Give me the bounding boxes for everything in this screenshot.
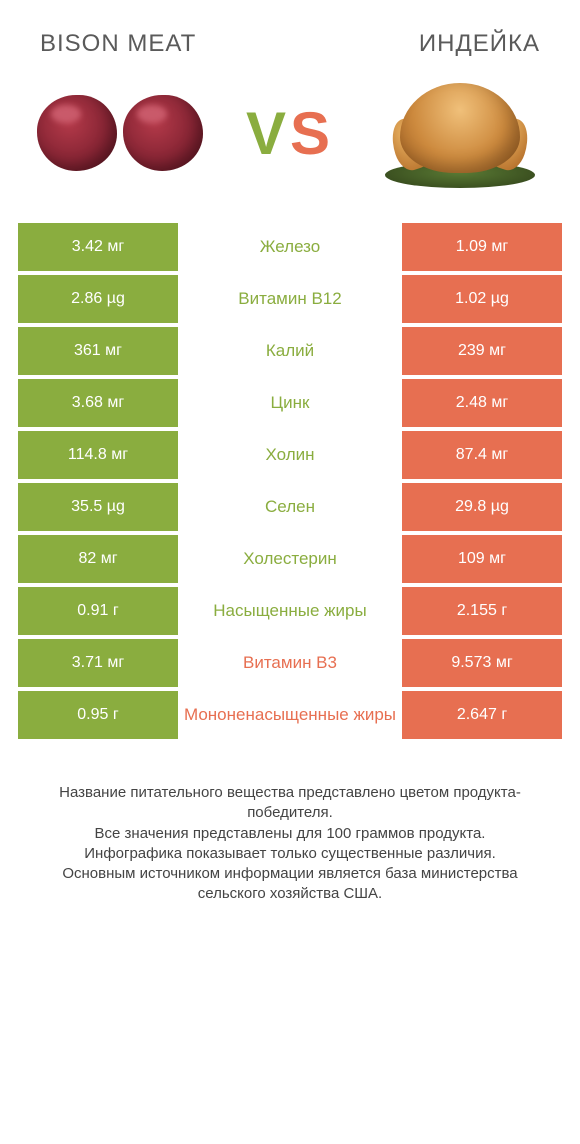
right-value: 1.09 мг	[402, 223, 562, 271]
footer-line-3: Инфографика показывает только существенн…	[30, 844, 550, 864]
nutrient-label: Холестерин	[178, 535, 402, 583]
footer-line-1: Название питательного вещества представл…	[30, 783, 550, 824]
right-value: 9.573 мг	[402, 639, 562, 687]
right-value: 109 мг	[402, 535, 562, 583]
vs-row: VS	[0, 68, 580, 223]
right-food-image	[370, 73, 550, 193]
right-value: 239 мг	[402, 327, 562, 375]
bison-steak-icon	[123, 95, 203, 171]
left-value: 35.5 µg	[18, 483, 178, 531]
nutrient-label: Витамин B12	[178, 275, 402, 323]
vs-v-letter: V	[246, 100, 290, 167]
footer-line-4: Основным источником информации является …	[30, 864, 550, 905]
right-value: 2.155 г	[402, 587, 562, 635]
table-row: 2.86 µgВитамин B121.02 µg	[18, 275, 562, 323]
table-row: 3.42 мгЖелезо1.09 мг	[18, 223, 562, 271]
right-value: 1.02 µg	[402, 275, 562, 323]
table-row: 82 мгХолестерин109 мг	[18, 535, 562, 583]
left-value: 3.42 мг	[18, 223, 178, 271]
right-value: 29.8 µg	[402, 483, 562, 531]
nutrient-label: Цинк	[178, 379, 402, 427]
table-row: 35.5 µgСелен29.8 µg	[18, 483, 562, 531]
nutrient-label: Витамин B3	[178, 639, 402, 687]
nutrient-label: Насыщенные жиры	[178, 587, 402, 635]
left-value: 0.91 г	[18, 587, 178, 635]
left-food-image	[30, 73, 210, 193]
nutrient-label: Холин	[178, 431, 402, 479]
right-value: 2.48 мг	[402, 379, 562, 427]
left-value: 3.71 мг	[18, 639, 178, 687]
nutrient-label: Калий	[178, 327, 402, 375]
header: BISON MEAT ИНДЕЙКА	[0, 0, 580, 68]
left-value: 3.68 мг	[18, 379, 178, 427]
table-row: 361 мгКалий239 мг	[18, 327, 562, 375]
left-food-title: BISON MEAT	[40, 30, 196, 58]
table-row: 3.68 мгЦинк2.48 мг	[18, 379, 562, 427]
nutrient-label: Железо	[178, 223, 402, 271]
right-food-title: ИНДЕЙКА	[419, 30, 540, 58]
vs-label: VS	[246, 99, 334, 168]
nutrient-label: Мононенасыщенные жиры	[178, 691, 402, 739]
right-value: 87.4 мг	[402, 431, 562, 479]
left-value: 114.8 мг	[18, 431, 178, 479]
right-value: 2.647 г	[402, 691, 562, 739]
left-value: 361 мг	[18, 327, 178, 375]
bison-steak-icon	[37, 95, 117, 171]
table-row: 114.8 мгХолин87.4 мг	[18, 431, 562, 479]
vs-s-letter: S	[290, 100, 334, 167]
left-value: 2.86 µg	[18, 275, 178, 323]
table-row: 3.71 мгВитамин B39.573 мг	[18, 639, 562, 687]
left-value: 0.95 г	[18, 691, 178, 739]
comparison-table: 3.42 мгЖелезо1.09 мг2.86 µgВитамин B121.…	[0, 223, 580, 739]
table-row: 0.91 гНасыщенные жиры2.155 г	[18, 587, 562, 635]
footer-line-2: Все значения представлены для 100 граммо…	[30, 824, 550, 844]
nutrient-label: Селен	[178, 483, 402, 531]
left-value: 82 мг	[18, 535, 178, 583]
turkey-icon	[385, 78, 535, 188]
table-row: 0.95 гМононенасыщенные жиры2.647 г	[18, 691, 562, 739]
footer-note: Название питательного вещества представл…	[0, 743, 580, 905]
